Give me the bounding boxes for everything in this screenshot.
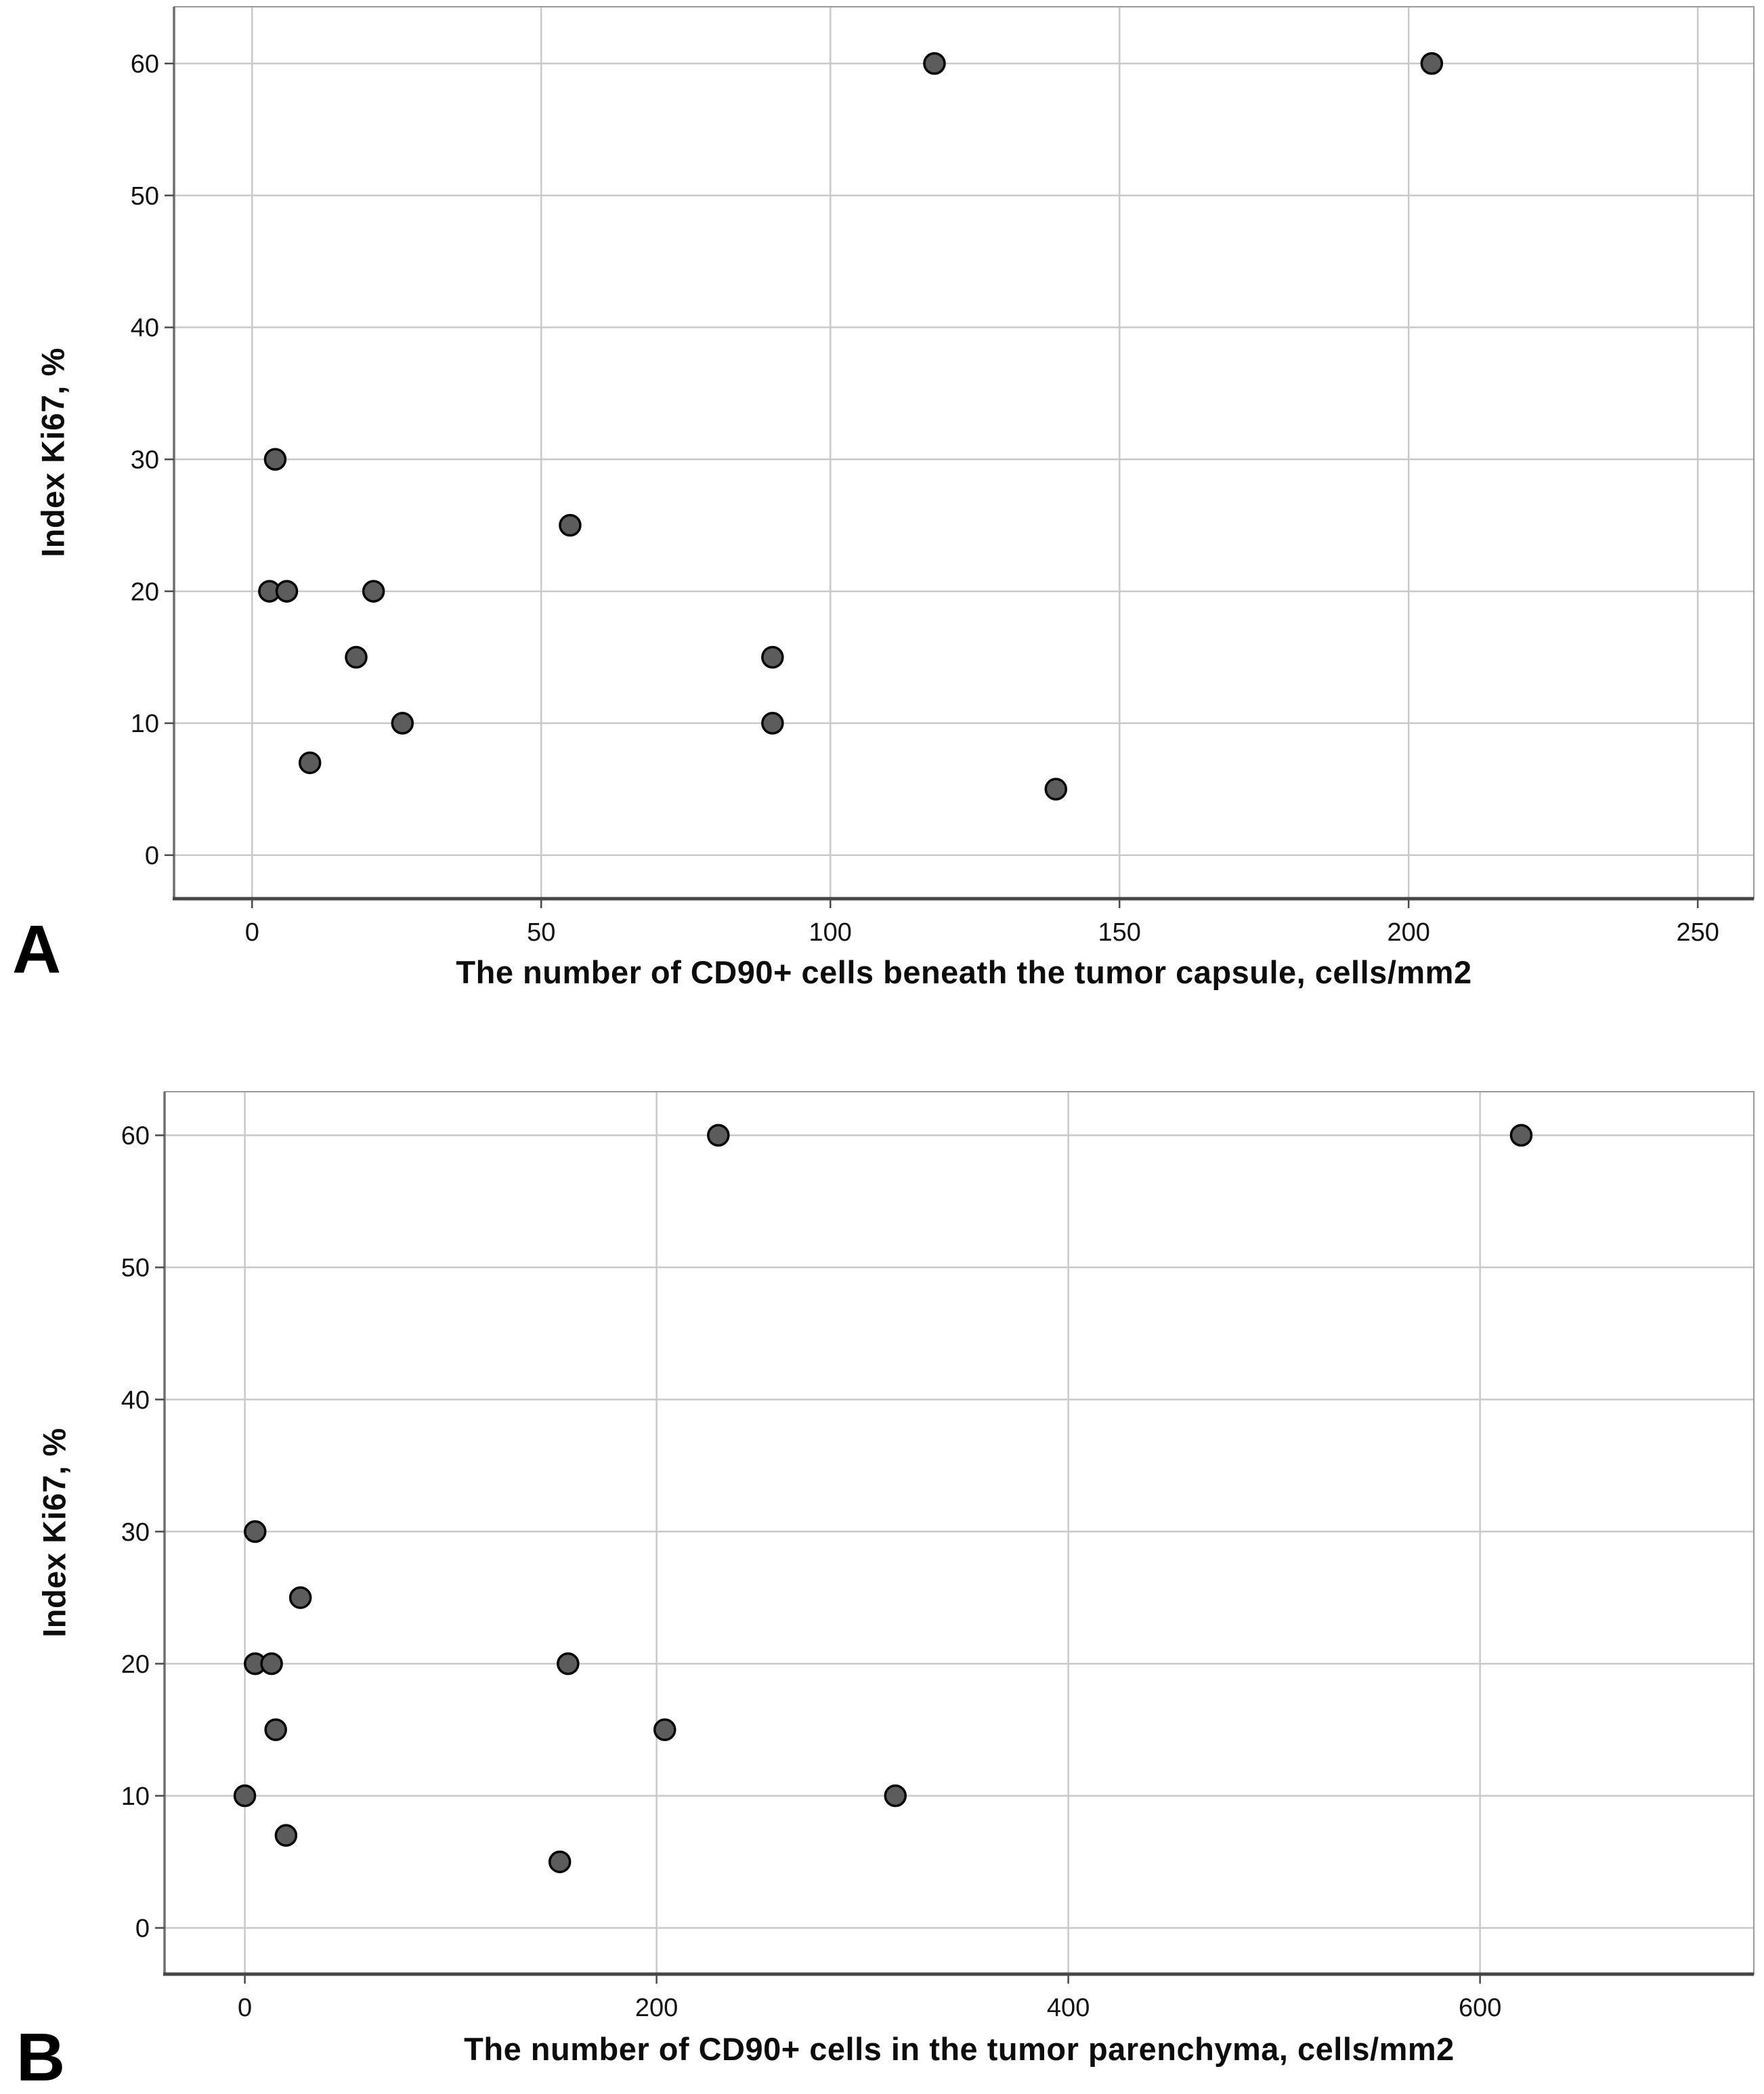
data-point	[260, 1652, 283, 1675]
y-tick-label: 0	[135, 1915, 150, 1943]
plot-frame	[173, 6, 1755, 899]
data-point	[557, 1652, 580, 1675]
data-point	[274, 1824, 298, 1847]
x-tick-label: 200	[1387, 918, 1429, 947]
x-tick-label: 250	[1676, 918, 1719, 947]
y-tick-label: 10	[121, 1782, 150, 1811]
data-point	[391, 712, 414, 735]
y-tick-label: 40	[131, 314, 159, 343]
data-point	[1509, 1124, 1533, 1147]
y-tick-label: 60	[131, 50, 159, 79]
x-axis-title-a: The number of CD90+ cells beneath the tu…	[456, 954, 1472, 990]
data-point	[548, 1850, 572, 1873]
data-point	[263, 448, 287, 471]
x-tick-label: 200	[635, 1994, 678, 2022]
y-tick-label: 0	[145, 842, 159, 870]
y-tick-label: 40	[121, 1386, 150, 1415]
y-axis-title-b: Index Ki67, %	[36, 1428, 72, 1638]
plot-frame	[164, 1091, 1755, 1975]
panel-label-b: B	[16, 2020, 66, 2094]
data-point	[275, 580, 299, 603]
x-tick-label: 0	[238, 1994, 252, 2022]
y-tick-label: 20	[131, 578, 159, 606]
y-tick-label: 30	[131, 446, 159, 475]
data-point	[288, 1586, 312, 1609]
data-point	[264, 1718, 287, 1741]
y-tick-label: 10	[131, 710, 159, 738]
y-tick-label: 20	[121, 1650, 150, 1679]
x-tick-label: 100	[809, 918, 852, 947]
y-tick-label: 50	[121, 1254, 150, 1283]
data-point	[884, 1784, 907, 1808]
y-tick-label: 30	[121, 1518, 150, 1547]
x-tick-label: 150	[1098, 918, 1141, 947]
panel-label-a: A	[12, 912, 62, 987]
y-tick-label: 50	[131, 182, 159, 211]
data-point	[653, 1718, 676, 1741]
data-point	[1420, 52, 1444, 75]
x-tick-label: 400	[1047, 1994, 1090, 2022]
data-point	[244, 1520, 267, 1543]
x-tick-label: 50	[527, 918, 555, 947]
data-point	[707, 1124, 730, 1147]
data-point	[1044, 777, 1068, 801]
data-point	[298, 751, 322, 775]
data-point	[761, 645, 784, 669]
y-tick-label: 60	[121, 1122, 150, 1151]
x-tick-label: 0	[245, 918, 259, 947]
data-point	[761, 712, 784, 735]
data-point	[362, 580, 385, 603]
data-point	[345, 645, 368, 669]
y-axis-title-a: Index Ki67, %	[35, 347, 71, 557]
data-point	[923, 52, 946, 75]
x-tick-label: 600	[1459, 1994, 1501, 2022]
x-axis-title-b: The number of CD90+ cells in the tumor p…	[464, 2031, 1455, 2067]
data-point	[233, 1784, 257, 1808]
data-point	[559, 513, 582, 537]
